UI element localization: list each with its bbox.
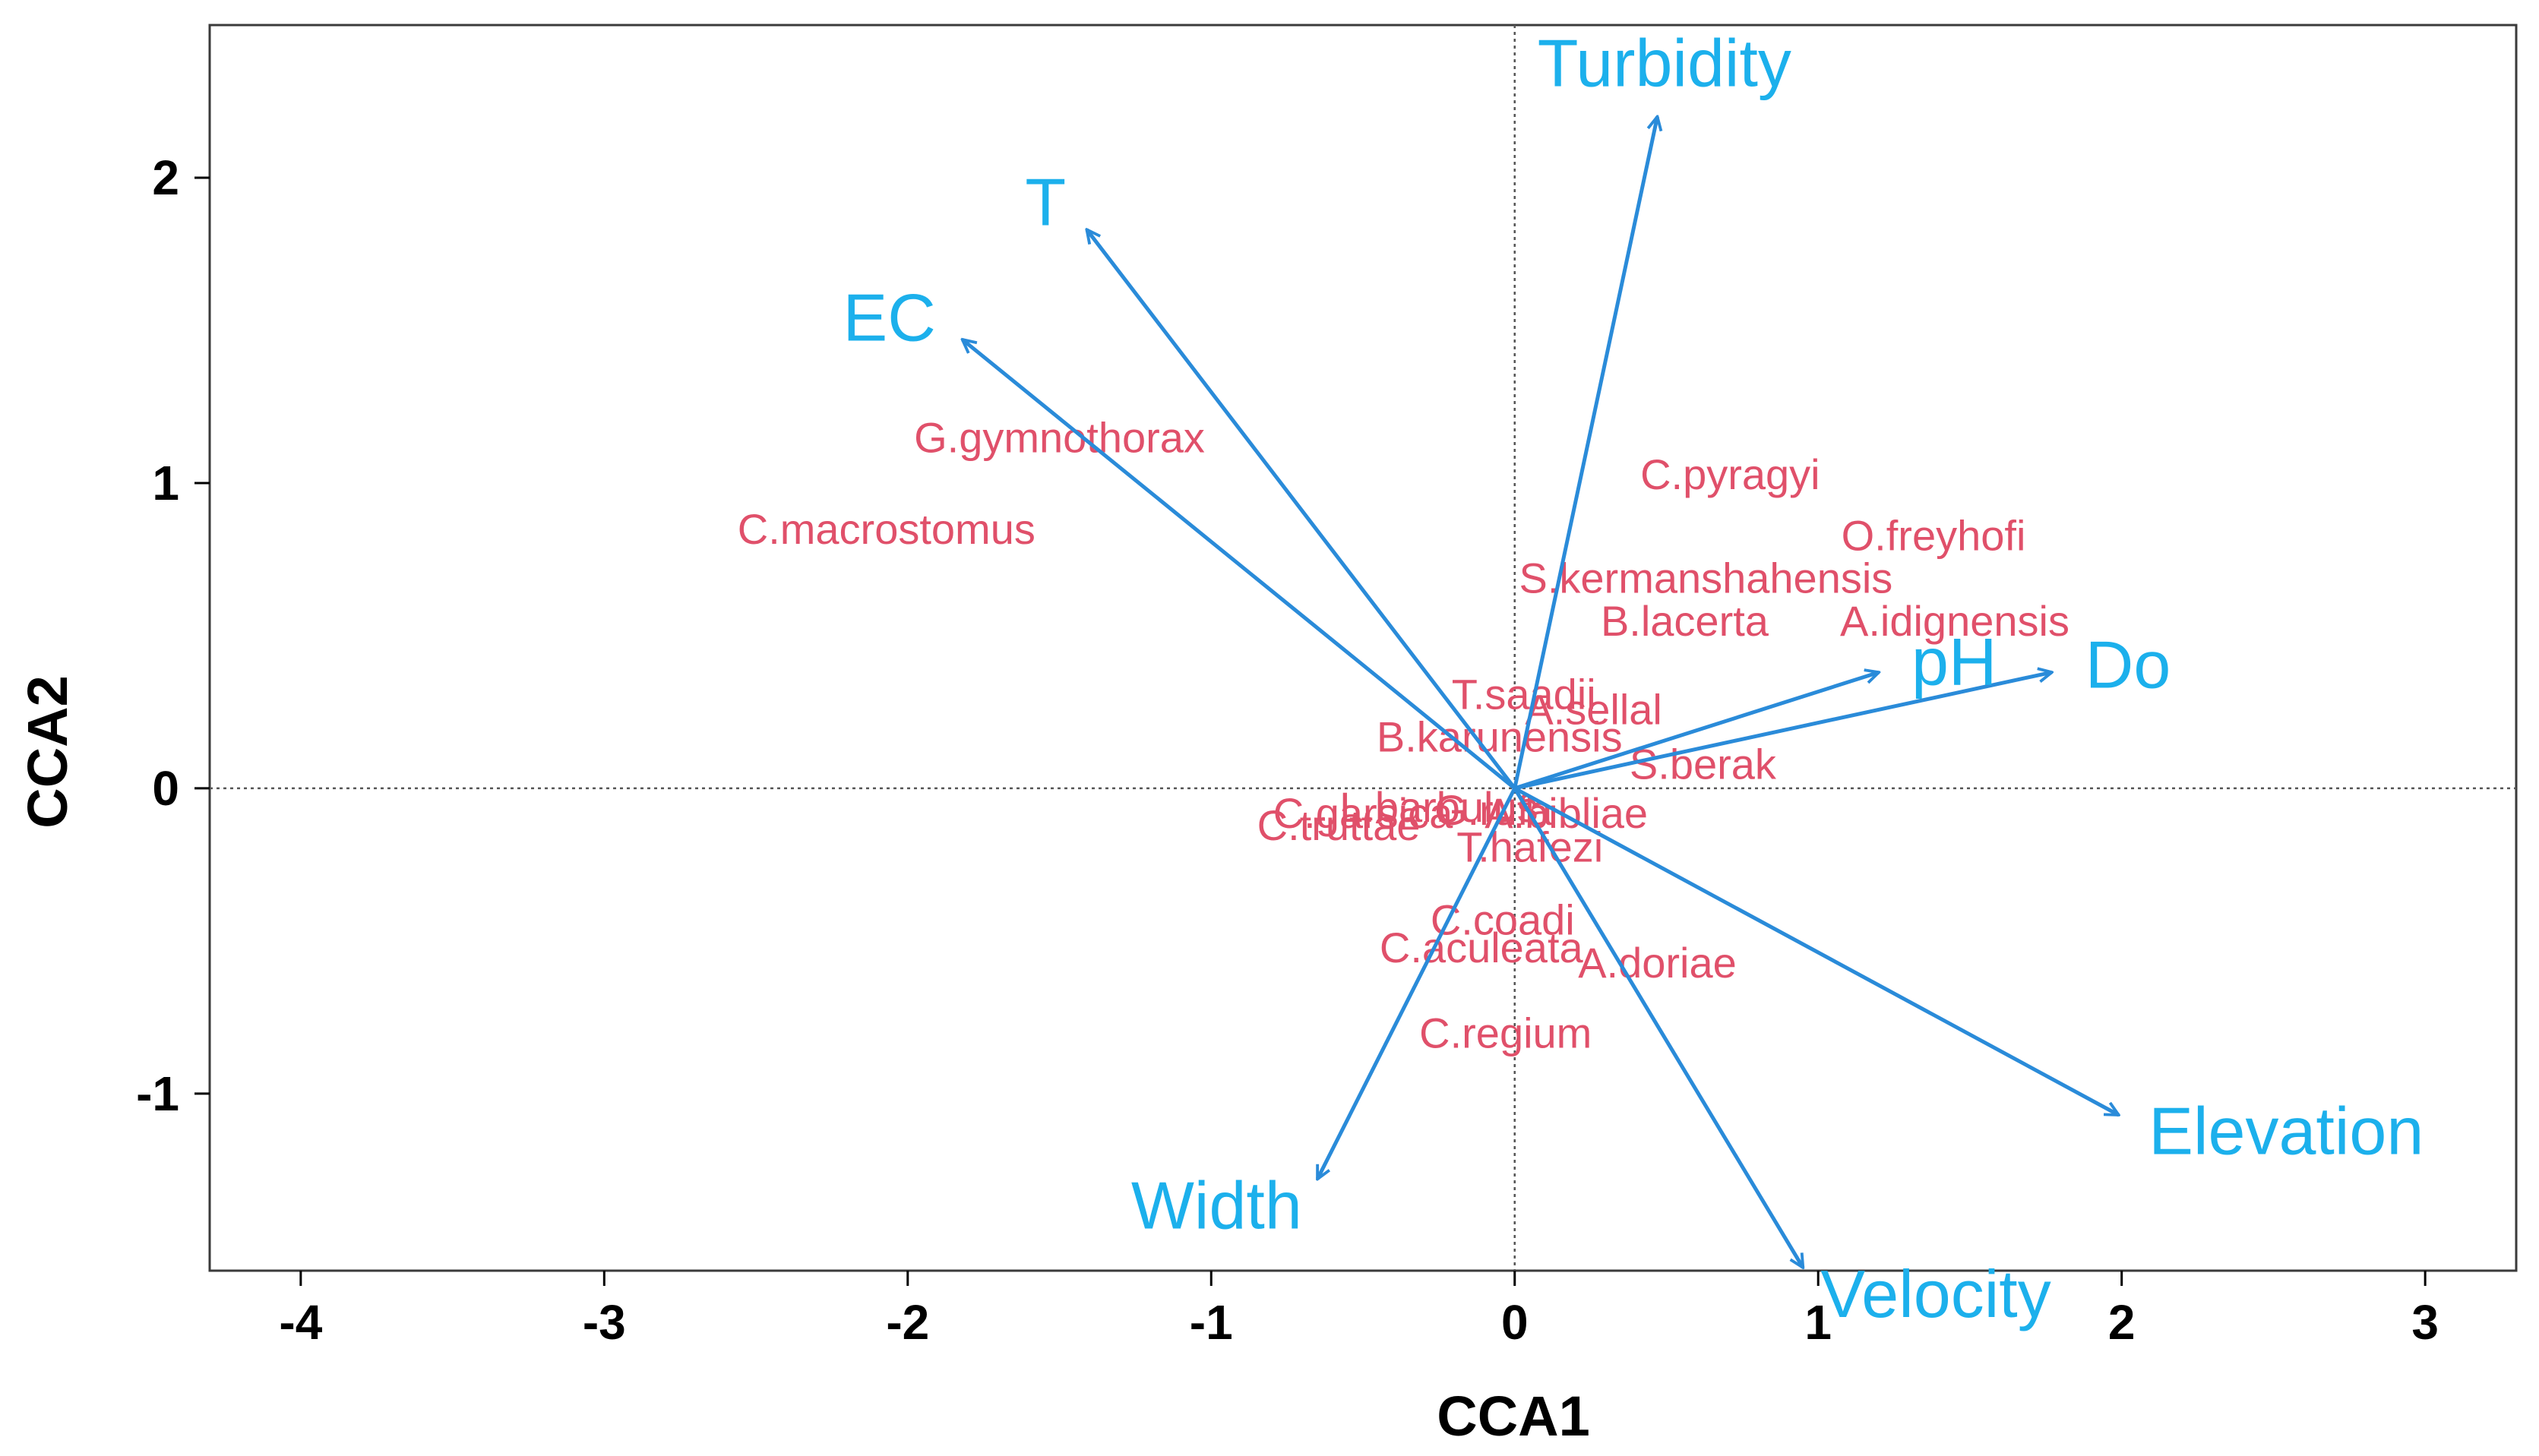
env-arrow [1513, 787, 1804, 1268]
y-tick-label: 1 [152, 456, 179, 510]
y-axis-title: CCA2 [16, 675, 79, 828]
x-tick-label: -3 [583, 1295, 626, 1350]
env-label: Width [1131, 1167, 1302, 1243]
species-label: C.garsica [1273, 789, 1453, 837]
y-axis: -1 0 1 2 [136, 150, 210, 1121]
env-label: T [1025, 165, 1066, 240]
species-label: C.truttae [1257, 801, 1421, 849]
x-tick-label: 3 [2411, 1295, 2439, 1350]
env-arrow [1513, 117, 1658, 789]
species-label: B.karunensis [1377, 713, 1623, 761]
env-arrow [1513, 672, 1879, 791]
species-label: C.macrostomus [738, 505, 1036, 553]
env-label: Do [2085, 627, 2171, 703]
x-tick-label: 2 [2108, 1295, 2136, 1350]
plot-frame [208, 24, 2518, 1272]
environmental-labels: Turbidity T EC pH Do Elevation Velocity Width [843, 26, 2424, 1331]
x-tick-label: -2 [886, 1295, 929, 1350]
species-label: T.hafezi [1456, 823, 1603, 870]
environmental-arrows [963, 117, 2119, 1268]
species-label: A.sellal [1525, 685, 1662, 733]
species-label: O.freyhofi [1842, 511, 2026, 559]
species-label: S.kermanshahensis [1519, 554, 1892, 602]
y-tick-label: -1 [136, 1066, 179, 1121]
x-axis: -4 -3 -2 -1 0 1 2 3 [279, 1271, 2439, 1350]
env-arrow [1315, 787, 1516, 1180]
env-arrow [1514, 672, 2052, 791]
env-label: EC [843, 280, 936, 355]
species-label: T.saadii [1452, 670, 1596, 718]
species-label: A.doriae [1578, 939, 1737, 987]
env-arrow [1513, 786, 2119, 1117]
y-tick-label: 0 [152, 761, 179, 816]
species-label: C.pyragyi [1640, 450, 1820, 498]
y-tick-label: 2 [152, 150, 179, 205]
species-label: A.idignensis [1840, 597, 2069, 645]
species-label: C.aculeata [1380, 924, 1584, 971]
env-arrow [963, 340, 1516, 790]
x-axis-title: CCA1 [1437, 1385, 1589, 1448]
env-label: Elevation [2149, 1093, 2424, 1168]
env-label: pH [1911, 624, 1997, 699]
env-label: Velocity [1820, 1256, 2050, 1331]
species-label: B.lacerta [1601, 597, 1769, 645]
species-label: C.regium [1419, 1009, 1592, 1056]
x-tick-label: -4 [279, 1295, 322, 1350]
species-label: G.gymnothorax [914, 414, 1205, 462]
x-tick-label: -1 [1190, 1295, 1233, 1350]
x-tick-label: 1 [1804, 1295, 1832, 1350]
x-tick-label: 0 [1501, 1295, 1529, 1350]
env-label: Turbidity [1538, 26, 1791, 101]
species-labels: G.gymnothorax C.macrostomus C.pyragyi O.fre… [738, 414, 2069, 1057]
env-arrow [1086, 229, 1516, 790]
